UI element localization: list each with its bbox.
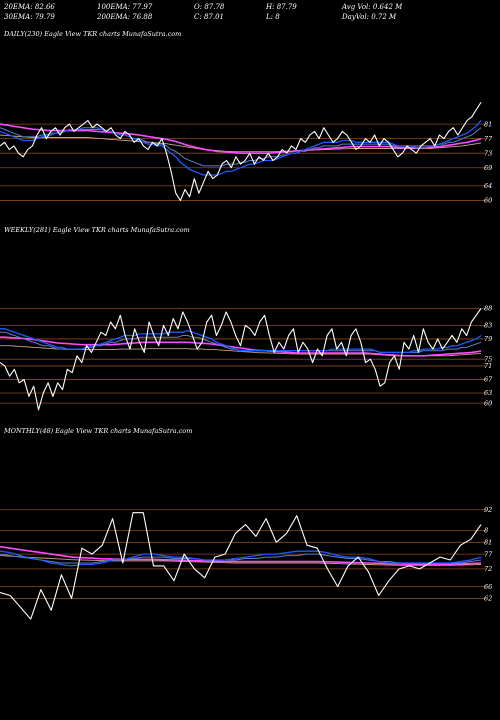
daily-tick-label: 64 bbox=[484, 182, 492, 190]
daily-tick-label: 60 bbox=[484, 197, 492, 205]
daily-ema200-line bbox=[0, 134, 482, 153]
monthly-tick-label: 77 bbox=[484, 550, 493, 558]
monthly-tick-label: 8 bbox=[484, 527, 488, 535]
monthly-tick-label: 72 bbox=[484, 565, 492, 573]
daily-ema100-line bbox=[0, 123, 482, 154]
ema20-readout: 20EMA: 82.66 bbox=[4, 3, 55, 11]
daily-tick-label: 73 bbox=[484, 149, 492, 157]
daily-ema20-line bbox=[0, 120, 482, 176]
low-readout: L: 8 bbox=[266, 13, 280, 21]
ema200-readout: 200EMA: 76.88 bbox=[97, 13, 153, 21]
weekly-tick-label: 71 bbox=[484, 362, 492, 370]
ema30-readout: 30EMA: 79.79 bbox=[4, 13, 55, 21]
weekly-ema20-line bbox=[0, 328, 482, 354]
weekly-panel-title: WEEKLY(281) Eagle View TKR charts Munafa… bbox=[4, 226, 190, 234]
monthly-tick-label: 62 bbox=[484, 595, 492, 603]
day-vol-readout: DayVol: 0.72 M bbox=[342, 13, 397, 21]
monthly-ema20-line bbox=[0, 550, 482, 567]
daily-chart: 81 77 73 69 64 60 bbox=[0, 102, 493, 205]
daily-tick-label: 81 bbox=[484, 120, 492, 128]
indicator-header: 20EMA: 82.66 100EMA: 77.97 O: 87.78 H: 8… bbox=[4, 2, 444, 22]
weekly-tick-label: 60 bbox=[484, 399, 492, 407]
monthly-price-line bbox=[0, 512, 482, 620]
weekly-tick-label: 63 bbox=[484, 389, 492, 397]
daily-price-line bbox=[0, 102, 482, 202]
weekly-ema100-line bbox=[0, 336, 482, 357]
header-row-1: 20EMA: 82.66 100EMA: 77.97 O: 87.78 H: 8… bbox=[4, 2, 444, 12]
open-readout: O: 87.78 bbox=[194, 3, 225, 11]
weekly-tick-label: 88 bbox=[484, 305, 492, 313]
weekly-tick-label: 75 bbox=[484, 355, 492, 363]
close-readout: C: 87.01 bbox=[194, 13, 224, 21]
daily-panel-title: DAILY(230) Eagle View TKR charts MunafaS… bbox=[3, 30, 181, 38]
monthly-tick-label: 66 bbox=[484, 583, 492, 591]
ema100-readout: 100EMA: 77.97 bbox=[97, 3, 153, 11]
monthly-tick-label: 81 bbox=[484, 538, 492, 546]
monthly-chart: 92 8 81 77 72 66 62 bbox=[0, 506, 493, 620]
monthly-tick-label: 92 bbox=[484, 506, 492, 514]
monthly-panel-title: MONTHLY(48) Eagle View TKR charts Munafa… bbox=[3, 427, 192, 435]
avg-vol-readout: Avg Vol: 0.642 M bbox=[342, 3, 403, 11]
daily-tick-label: 69 bbox=[484, 164, 492, 172]
daily-tick-label: 77 bbox=[484, 135, 493, 143]
weekly-tick-label: 67 bbox=[484, 376, 493, 384]
header-row-2: 30EMA: 79.79 200EMA: 76.88 C: 87.01 L: 8… bbox=[4, 12, 444, 22]
high-readout: H: 87.79 bbox=[266, 3, 297, 11]
monthly-ema200-line bbox=[0, 555, 482, 566]
weekly-tick-label: 83 bbox=[484, 322, 492, 330]
monthly-ema100-line bbox=[0, 545, 482, 566]
weekly-price-line bbox=[0, 308, 482, 411]
weekly-tick-label: 79 bbox=[484, 335, 492, 343]
